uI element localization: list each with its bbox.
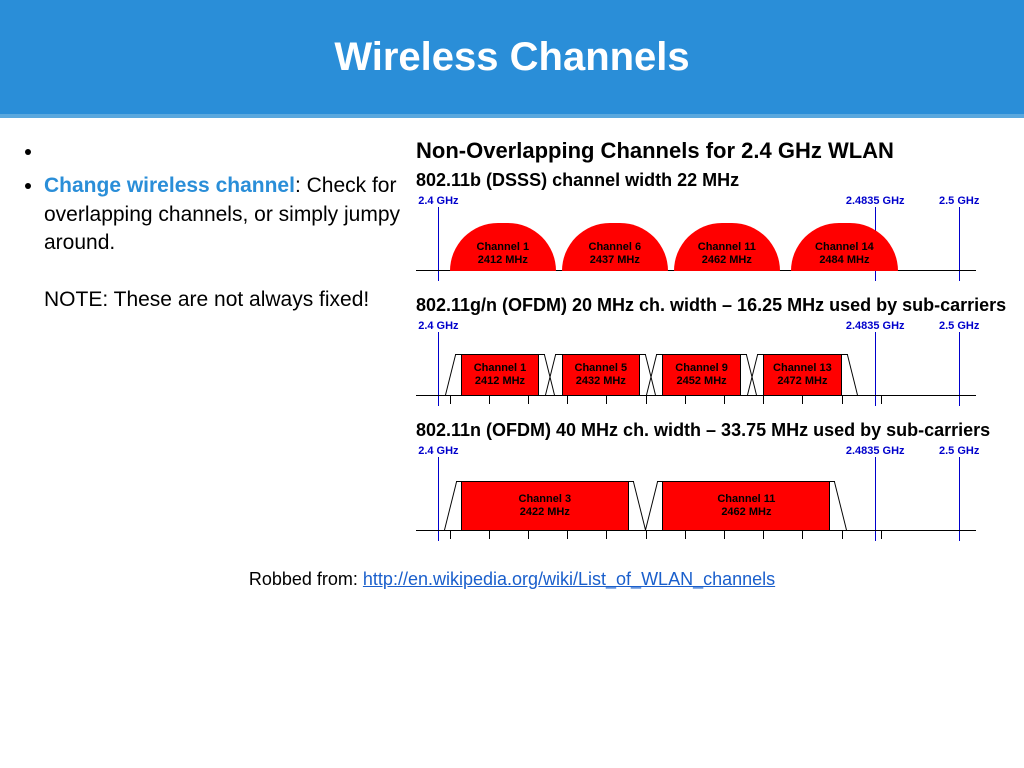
bullet-lead: Change wireless channel	[44, 174, 295, 197]
freq-tick	[875, 457, 876, 541]
channel-label: Channel 62437 MHz	[562, 223, 668, 266]
axis-tick	[842, 531, 843, 539]
channel-label: Channel 92452 MHz	[663, 362, 739, 388]
bullet-item	[44, 138, 406, 166]
freq-label: 2.4835 GHz	[846, 445, 905, 457]
freq-label: 2.4 GHz	[418, 320, 458, 332]
freq-tick	[438, 457, 439, 541]
axis-tick	[528, 531, 529, 539]
channel-dome: Channel 62437 MHz	[562, 223, 668, 271]
chart: 2.4 GHz 2.4835 GHz 2.5 GHz Channel 32422 MH…	[416, 445, 976, 545]
channel-label: Channel 32422 MHz	[462, 493, 628, 519]
freq-label: 2.4835 GHz	[846, 195, 905, 207]
freq-label: 2.5 GHz	[939, 445, 979, 457]
footer-prefix: Robbed from:	[249, 569, 363, 589]
axis-tick	[881, 396, 882, 404]
axis-tick	[685, 396, 686, 404]
section-title: 802.11b (DSSS) channel width 22 MHz	[416, 170, 1008, 191]
section-title: 802.11g/n (OFDM) 20 MHz ch. width – 16.2…	[416, 295, 1008, 316]
channel-label: Channel 132472 MHz	[764, 362, 840, 388]
channel-label: Channel 52432 MHz	[563, 362, 639, 388]
bullet-note: NOTE: These are not always fixed!	[44, 288, 369, 311]
axis-tick	[528, 396, 529, 404]
diagram-root: 802.11b (DSSS) channel width 22 MHz 2.4 G…	[416, 170, 1008, 545]
freq-label: 2.4 GHz	[418, 195, 458, 207]
footer-link[interactable]: http://en.wikipedia.org/wiki/List_of_WLA…	[363, 569, 775, 589]
slide-title: Wireless Channels	[334, 35, 689, 80]
axis-tick	[802, 396, 803, 404]
channel-rect: Channel 112462 MHz	[662, 481, 830, 531]
axis-tick	[763, 396, 764, 404]
axis-tick	[646, 396, 647, 404]
freq-label: 2.5 GHz	[939, 320, 979, 332]
axis-tick	[489, 396, 490, 404]
channel-label: Channel 142484 MHz	[791, 223, 897, 266]
freq-label: 2.4 GHz	[418, 445, 458, 457]
axis-tick	[842, 396, 843, 404]
channel-rect: Channel 52432 MHz	[562, 354, 640, 396]
section-title: 802.11n (OFDM) 40 MHz ch. width – 33.75 …	[416, 420, 1008, 441]
channel-rect: Channel 32422 MHz	[461, 481, 629, 531]
bullet-list: Change wireless channel: Check for overl…	[16, 138, 406, 314]
axis-tick	[724, 531, 725, 539]
channel-rect: Channel 92452 MHz	[662, 354, 740, 396]
channel-label: Channel 112462 MHz	[663, 493, 829, 519]
diagram-title: Non-Overlapping Channels for 2.4 GHz WLA…	[416, 138, 1008, 164]
freq-tick	[959, 457, 960, 541]
axis-tick	[646, 531, 647, 539]
axis-tick	[450, 396, 451, 404]
axis-tick	[567, 396, 568, 404]
channel-dome: Channel 112462 MHz	[674, 223, 780, 271]
channel-rect: Channel 132472 MHz	[763, 354, 841, 396]
axis-tick	[489, 531, 490, 539]
channel-label: Channel 12412 MHz	[462, 362, 538, 388]
axis-tick	[763, 531, 764, 539]
chart: 2.4 GHz 2.4835 GHz 2.5 GHz Channel 12412 MH…	[416, 320, 976, 410]
diagram-section: 802.11g/n (OFDM) 20 MHz ch. width – 16.2…	[416, 295, 1008, 410]
axis-tick	[685, 531, 686, 539]
axis-tick	[606, 396, 607, 404]
diagram-section: 802.11n (OFDM) 40 MHz ch. width – 33.75 …	[416, 420, 1008, 545]
diagram-section: 802.11b (DSSS) channel width 22 MHz 2.4 G…	[416, 170, 1008, 285]
channel-label: Channel 12412 MHz	[450, 223, 556, 266]
axis-tick	[724, 396, 725, 404]
footer: Robbed from: http://en.wikipedia.org/wik…	[0, 569, 1024, 590]
slide-header: Wireless Channels	[0, 0, 1024, 118]
left-column: Change wireless channel: Check for overl…	[16, 138, 416, 555]
channel-dome: Channel 142484 MHz	[791, 223, 897, 271]
channel-rect: Channel 12412 MHz	[461, 354, 539, 396]
axis-tick	[450, 531, 451, 539]
axis-tick	[802, 531, 803, 539]
axis-tick	[881, 531, 882, 539]
freq-label: 2.5 GHz	[939, 195, 979, 207]
channel-label: Channel 112462 MHz	[674, 223, 780, 266]
slide-content: Change wireless channel: Check for overl…	[0, 118, 1024, 555]
right-column: Non-Overlapping Channels for 2.4 GHz WLA…	[416, 138, 1008, 555]
channel-dome: Channel 12412 MHz	[450, 223, 556, 271]
chart: 2.4 GHz 2.4835 GHz 2.5 GHz Channel 12412 MH…	[416, 195, 976, 285]
axis-tick	[606, 531, 607, 539]
axis-tick	[567, 531, 568, 539]
bullet-item: Change wireless channel: Check for overl…	[44, 172, 406, 314]
freq-label: 2.4835 GHz	[846, 320, 905, 332]
